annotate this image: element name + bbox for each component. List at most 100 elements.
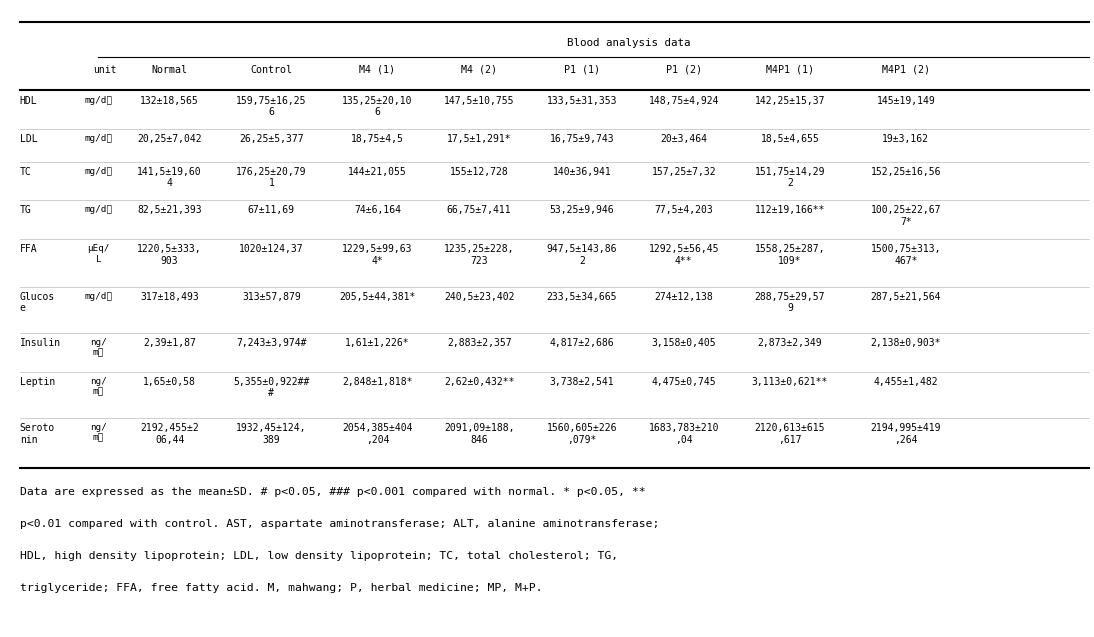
- Text: Normal: Normal: [152, 65, 187, 75]
- Text: 1558,25±287,
109*: 1558,25±287, 109*: [755, 244, 825, 266]
- Text: Blood analysis data: Blood analysis data: [568, 38, 690, 48]
- Text: 947,5±143,86
2: 947,5±143,86 2: [547, 244, 617, 266]
- Text: mg/dℓ: mg/dℓ: [84, 96, 113, 104]
- Text: 157,25±7,32: 157,25±7,32: [651, 167, 717, 176]
- Text: 133,5±31,353: 133,5±31,353: [547, 96, 617, 106]
- Text: mg/dℓ: mg/dℓ: [84, 206, 113, 215]
- Text: LDL: LDL: [20, 134, 37, 145]
- Text: 3,113±0,621**: 3,113±0,621**: [752, 377, 828, 387]
- Text: 274±12,138: 274±12,138: [654, 292, 713, 302]
- Text: 1235,25±228,
723: 1235,25±228, 723: [444, 244, 514, 266]
- Text: 2194,995±419
,264: 2194,995±419 ,264: [871, 423, 941, 445]
- Text: 1,61±1,226*: 1,61±1,226*: [345, 338, 410, 348]
- Text: P1 (2): P1 (2): [666, 65, 701, 75]
- Text: 155±12,728: 155±12,728: [450, 167, 509, 176]
- Text: 26,25±5,377: 26,25±5,377: [238, 134, 304, 145]
- Text: 287,5±21,564: 287,5±21,564: [871, 292, 941, 302]
- Text: 151,75±14,29
2: 151,75±14,29 2: [755, 167, 825, 189]
- Text: mg/dℓ: mg/dℓ: [84, 134, 113, 143]
- Text: 1500,75±313,
467*: 1500,75±313, 467*: [871, 244, 941, 266]
- Text: mg/dℓ: mg/dℓ: [84, 167, 113, 176]
- Text: P1 (1): P1 (1): [565, 65, 600, 75]
- Text: 74±6,164: 74±6,164: [354, 206, 400, 215]
- Text: mg/dℓ: mg/dℓ: [84, 292, 113, 301]
- Text: 82,5±21,393: 82,5±21,393: [137, 206, 202, 215]
- Text: 5,355±0,922##
#: 5,355±0,922## #: [233, 377, 310, 398]
- Text: 313±57,879: 313±57,879: [242, 292, 301, 302]
- Text: ng/
mℓ: ng/ mℓ: [90, 377, 107, 396]
- Text: 19±3,162: 19±3,162: [883, 134, 929, 145]
- Text: 7,243±3,974#: 7,243±3,974#: [236, 338, 306, 348]
- Text: μEq/
L: μEq/ L: [88, 244, 109, 264]
- Text: FFA: FFA: [20, 244, 37, 254]
- Text: 142,25±15,37: 142,25±15,37: [755, 96, 825, 106]
- Text: HDL, high density lipoprotein; LDL, low density lipoprotein; TC, total cholester: HDL, high density lipoprotein; LDL, low …: [20, 551, 618, 561]
- Text: 240,5±23,402: 240,5±23,402: [444, 292, 514, 302]
- Text: 3,738±2,541: 3,738±2,541: [549, 377, 615, 387]
- Text: 20±3,464: 20±3,464: [661, 134, 707, 145]
- Text: 2120,613±615
,617: 2120,613±615 ,617: [755, 423, 825, 445]
- Text: 2,138±0,903*: 2,138±0,903*: [871, 338, 941, 348]
- Text: 18,5±4,655: 18,5±4,655: [760, 134, 819, 145]
- Text: Control: Control: [251, 65, 292, 75]
- Text: 2,873±2,349: 2,873±2,349: [757, 338, 823, 348]
- Text: 205,5±44,381*: 205,5±44,381*: [339, 292, 416, 302]
- Text: 1292,5±56,45
4**: 1292,5±56,45 4**: [649, 244, 719, 266]
- Text: Insulin: Insulin: [20, 338, 61, 348]
- Text: 2,62±0,432**: 2,62±0,432**: [444, 377, 514, 387]
- Text: 2,39±1,87: 2,39±1,87: [143, 338, 196, 348]
- Text: 147,5±10,755: 147,5±10,755: [444, 96, 514, 106]
- Text: 132±18,565: 132±18,565: [140, 96, 199, 106]
- Text: 66,75±7,411: 66,75±7,411: [446, 206, 512, 215]
- Text: 18,75±4,5: 18,75±4,5: [351, 134, 404, 145]
- Text: 1560,605±226
,079*: 1560,605±226 ,079*: [547, 423, 617, 445]
- Text: 1932,45±124,
389: 1932,45±124, 389: [236, 423, 306, 445]
- Text: 141,5±19,60
4: 141,5±19,60 4: [137, 167, 202, 189]
- Text: TC: TC: [20, 167, 32, 176]
- Text: 67±11,69: 67±11,69: [248, 206, 294, 215]
- Text: 2054,385±404
,204: 2054,385±404 ,204: [342, 423, 412, 445]
- Text: ng/
mℓ: ng/ mℓ: [90, 338, 107, 357]
- Text: 4,455±1,482: 4,455±1,482: [873, 377, 939, 387]
- Text: 140±36,941: 140±36,941: [552, 167, 612, 176]
- Text: 159,75±16,25
6: 159,75±16,25 6: [236, 96, 306, 117]
- Text: Glucos
e: Glucos e: [20, 292, 55, 313]
- Text: M4 (1): M4 (1): [360, 65, 395, 75]
- Text: 77,5±4,203: 77,5±4,203: [654, 206, 713, 215]
- Text: Leptin: Leptin: [20, 377, 55, 387]
- Text: 112±19,166**: 112±19,166**: [755, 206, 825, 215]
- Text: Data are expressed as the mean±SD. # p<0.05, ### p<0.001 compared with normal. *: Data are expressed as the mean±SD. # p<0…: [20, 487, 645, 497]
- Text: unit: unit: [93, 65, 116, 75]
- Text: p<0.01 compared with control. AST, aspartate aminotransferase; ALT, alanine amin: p<0.01 compared with control. AST, aspar…: [20, 519, 659, 529]
- Text: 1229,5±99,63
4*: 1229,5±99,63 4*: [342, 244, 412, 266]
- Text: 17,5±1,291*: 17,5±1,291*: [446, 134, 512, 145]
- Text: 317±18,493: 317±18,493: [140, 292, 199, 302]
- Text: 1,65±0,58: 1,65±0,58: [143, 377, 196, 387]
- Text: 288,75±29,57
9: 288,75±29,57 9: [755, 292, 825, 313]
- Text: M4P1 (2): M4P1 (2): [882, 65, 930, 75]
- Text: HDL: HDL: [20, 96, 37, 106]
- Text: M4P1 (1): M4P1 (1): [766, 65, 814, 75]
- Text: 4,475±0,745: 4,475±0,745: [651, 377, 717, 387]
- Text: 176,25±20,79
1: 176,25±20,79 1: [236, 167, 306, 189]
- Text: ng/
mℓ: ng/ mℓ: [90, 423, 107, 443]
- Text: TG: TG: [20, 206, 32, 215]
- Text: 2,883±2,357: 2,883±2,357: [446, 338, 512, 348]
- Text: 2,848±1,818*: 2,848±1,818*: [342, 377, 412, 387]
- Text: triglyceride; FFA, free fatty acid. M, mahwang; P, herbal medicine; MP, M+P.: triglyceride; FFA, free fatty acid. M, m…: [20, 583, 543, 593]
- Text: 2192,455±2
06,44: 2192,455±2 06,44: [140, 423, 199, 445]
- Text: 1683,783±210
,04: 1683,783±210 ,04: [649, 423, 719, 445]
- Text: 152,25±16,56: 152,25±16,56: [871, 167, 941, 176]
- Text: 100,25±22,67
7*: 100,25±22,67 7*: [871, 206, 941, 227]
- Text: 1220,5±333,
903: 1220,5±333, 903: [137, 244, 202, 266]
- Text: Seroto
nin: Seroto nin: [20, 423, 55, 445]
- Text: 2091,09±188,
846: 2091,09±188, 846: [444, 423, 514, 445]
- Text: 148,75±4,924: 148,75±4,924: [649, 96, 719, 106]
- Text: M4 (2): M4 (2): [462, 65, 497, 75]
- Text: 20,25±7,042: 20,25±7,042: [137, 134, 202, 145]
- Text: 3,158±0,405: 3,158±0,405: [651, 338, 717, 348]
- Text: 4,817±2,686: 4,817±2,686: [549, 338, 615, 348]
- Text: 16,75±9,743: 16,75±9,743: [549, 134, 615, 145]
- Text: 135,25±20,10
6: 135,25±20,10 6: [342, 96, 412, 117]
- Text: 53,25±9,946: 53,25±9,946: [549, 206, 615, 215]
